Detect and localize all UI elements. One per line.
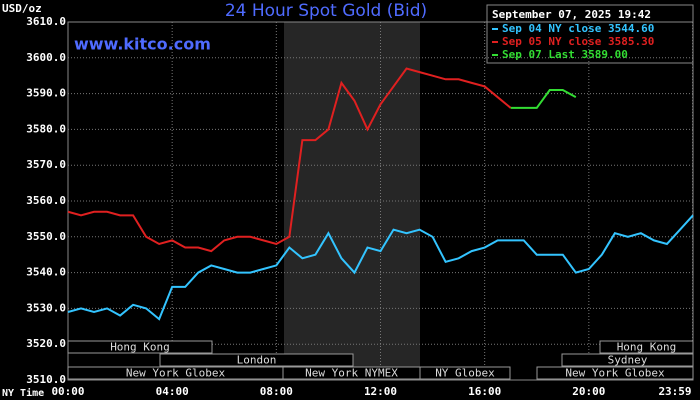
session-box xyxy=(67,340,213,354)
x-tick-label: 00:00 xyxy=(51,385,84,398)
timestamp: September 07, 2025 19:42 xyxy=(492,8,651,21)
series-line xyxy=(510,89,577,109)
session-label: Hong Kong xyxy=(110,341,170,354)
plot-frame xyxy=(67,21,694,381)
y-tick-label: 3580.0 xyxy=(26,122,66,135)
session-label: London xyxy=(237,354,277,367)
x-tick-label: 23:59 xyxy=(658,385,691,398)
y-tick-label: 3540.0 xyxy=(26,266,66,279)
x-tick-label: 04:00 xyxy=(156,385,189,398)
y-tick-label: 3590.0 xyxy=(26,87,66,100)
x-axis-label: NY Time xyxy=(2,387,44,399)
chart-title: 24 Hour Spot Gold (Bid) xyxy=(225,1,427,21)
legend-label: Sep 04 NY close 3544.60 xyxy=(502,22,654,35)
session-box xyxy=(419,366,511,380)
session-box xyxy=(561,353,694,367)
y-tick-label: 3530.0 xyxy=(26,301,66,314)
y-tick-label: 3610.0 xyxy=(26,15,66,28)
series-line xyxy=(67,67,512,253)
legend-box xyxy=(486,4,694,64)
session-label: Sydney xyxy=(608,354,648,367)
session-label: New York Globex xyxy=(126,367,226,380)
nymex-shade xyxy=(284,22,420,380)
x-tick-label: 08:00 xyxy=(260,385,293,398)
y-tick-label: 3600.0 xyxy=(26,51,66,64)
y-tick-label: 3510.0 xyxy=(26,373,66,386)
session-box xyxy=(159,353,354,367)
session-box xyxy=(536,366,694,380)
session-label: Hong Kong xyxy=(617,341,677,354)
x-tick-label: 16:00 xyxy=(468,385,501,398)
x-tick-label: 20:00 xyxy=(572,385,605,398)
y-tick-label: 3520.0 xyxy=(26,337,66,350)
legend-label: Sep 05 NY close 3585.30 xyxy=(502,35,654,48)
session-box xyxy=(599,340,694,354)
session-label: New York NYMEX xyxy=(305,367,398,380)
watermark: www.kitco.com xyxy=(74,35,211,54)
series-line xyxy=(67,214,694,321)
session-label: New York Globex xyxy=(565,367,665,380)
legend-label: Sep 07 Last 3589.00 xyxy=(502,48,628,61)
session-label: NY Globex xyxy=(435,367,495,380)
y-tick-label: 3550.0 xyxy=(26,230,66,243)
y-tick-label: 3560.0 xyxy=(26,194,66,207)
y-axis-label: USD/oz xyxy=(2,2,42,15)
x-tick-label: 12:00 xyxy=(364,385,397,398)
y-tick-label: 3570.0 xyxy=(26,158,66,171)
